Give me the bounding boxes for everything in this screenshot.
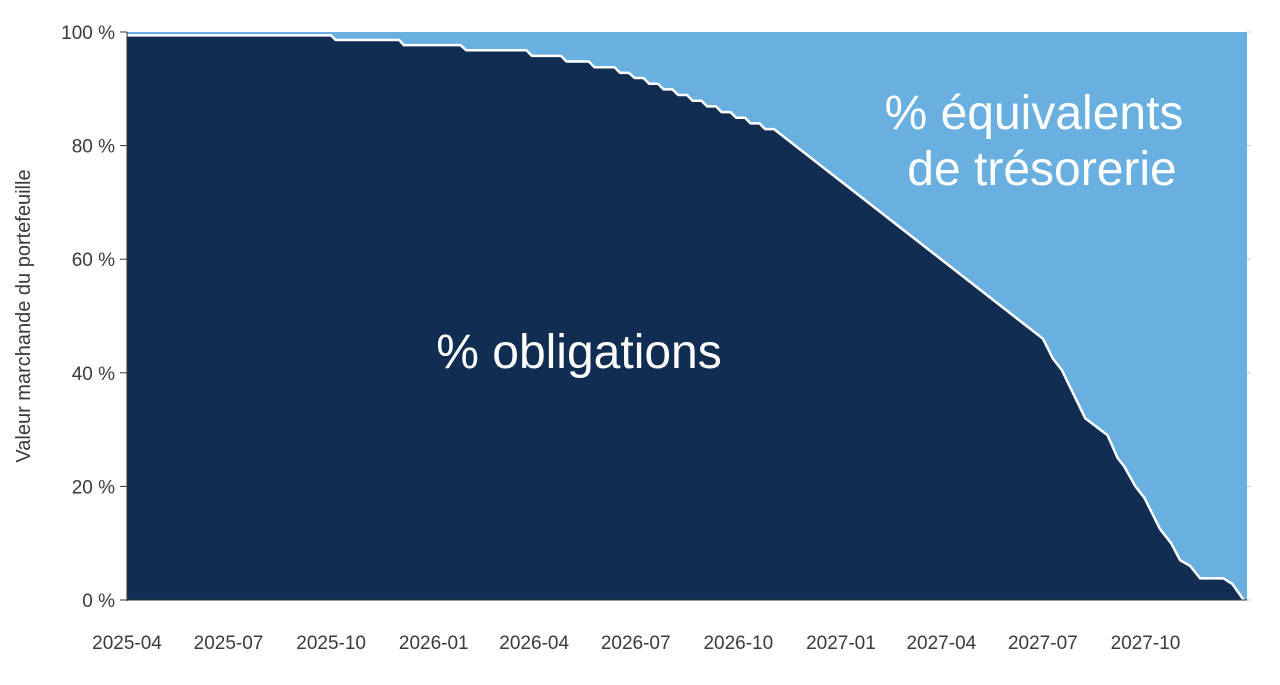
x-tick-label: 2027-10	[1111, 633, 1181, 654]
x-tick-label: 2025-04	[92, 633, 162, 654]
cash-area-label-line-1: % équivalents	[885, 87, 1184, 140]
x-tick-label: 2027-07	[1008, 633, 1078, 654]
cash-area-label-line-2: de trésorerie	[907, 143, 1176, 196]
x-tick-label: 2026-10	[703, 633, 773, 654]
x-tick-label: 2026-04	[499, 633, 569, 654]
y-axis-title: Valeur marchande du portefeuille	[13, 169, 35, 462]
y-tick-label: 20 %	[72, 477, 115, 498]
axis-layer: 0 % 20 % 40 % 60 % 80 % 100 % 2025-04 2025-07 20…	[61, 23, 1251, 654]
bonds-area-label: % obligations	[436, 326, 722, 379]
area-layer	[127, 32, 1247, 601]
x-tick-label: 2027-04	[906, 633, 976, 654]
y-tick-label: 40 %	[72, 364, 115, 385]
x-tick-label: 2026-01	[399, 633, 469, 654]
y-tick-label: 60 %	[72, 250, 115, 271]
y-tick-label: 0 %	[82, 591, 115, 612]
x-tick-label: 2026-07	[601, 633, 671, 654]
y-tick-label: 100 %	[61, 23, 115, 44]
series-boundary-line	[127, 34, 1245, 601]
x-tick-label: 2027-01	[806, 633, 876, 654]
x-tick-label: 2025-10	[296, 633, 366, 654]
x-tick-label: 2025-07	[194, 633, 264, 654]
y-tick-label: 80 %	[72, 137, 115, 158]
series-area-bonds	[127, 35, 1244, 600]
